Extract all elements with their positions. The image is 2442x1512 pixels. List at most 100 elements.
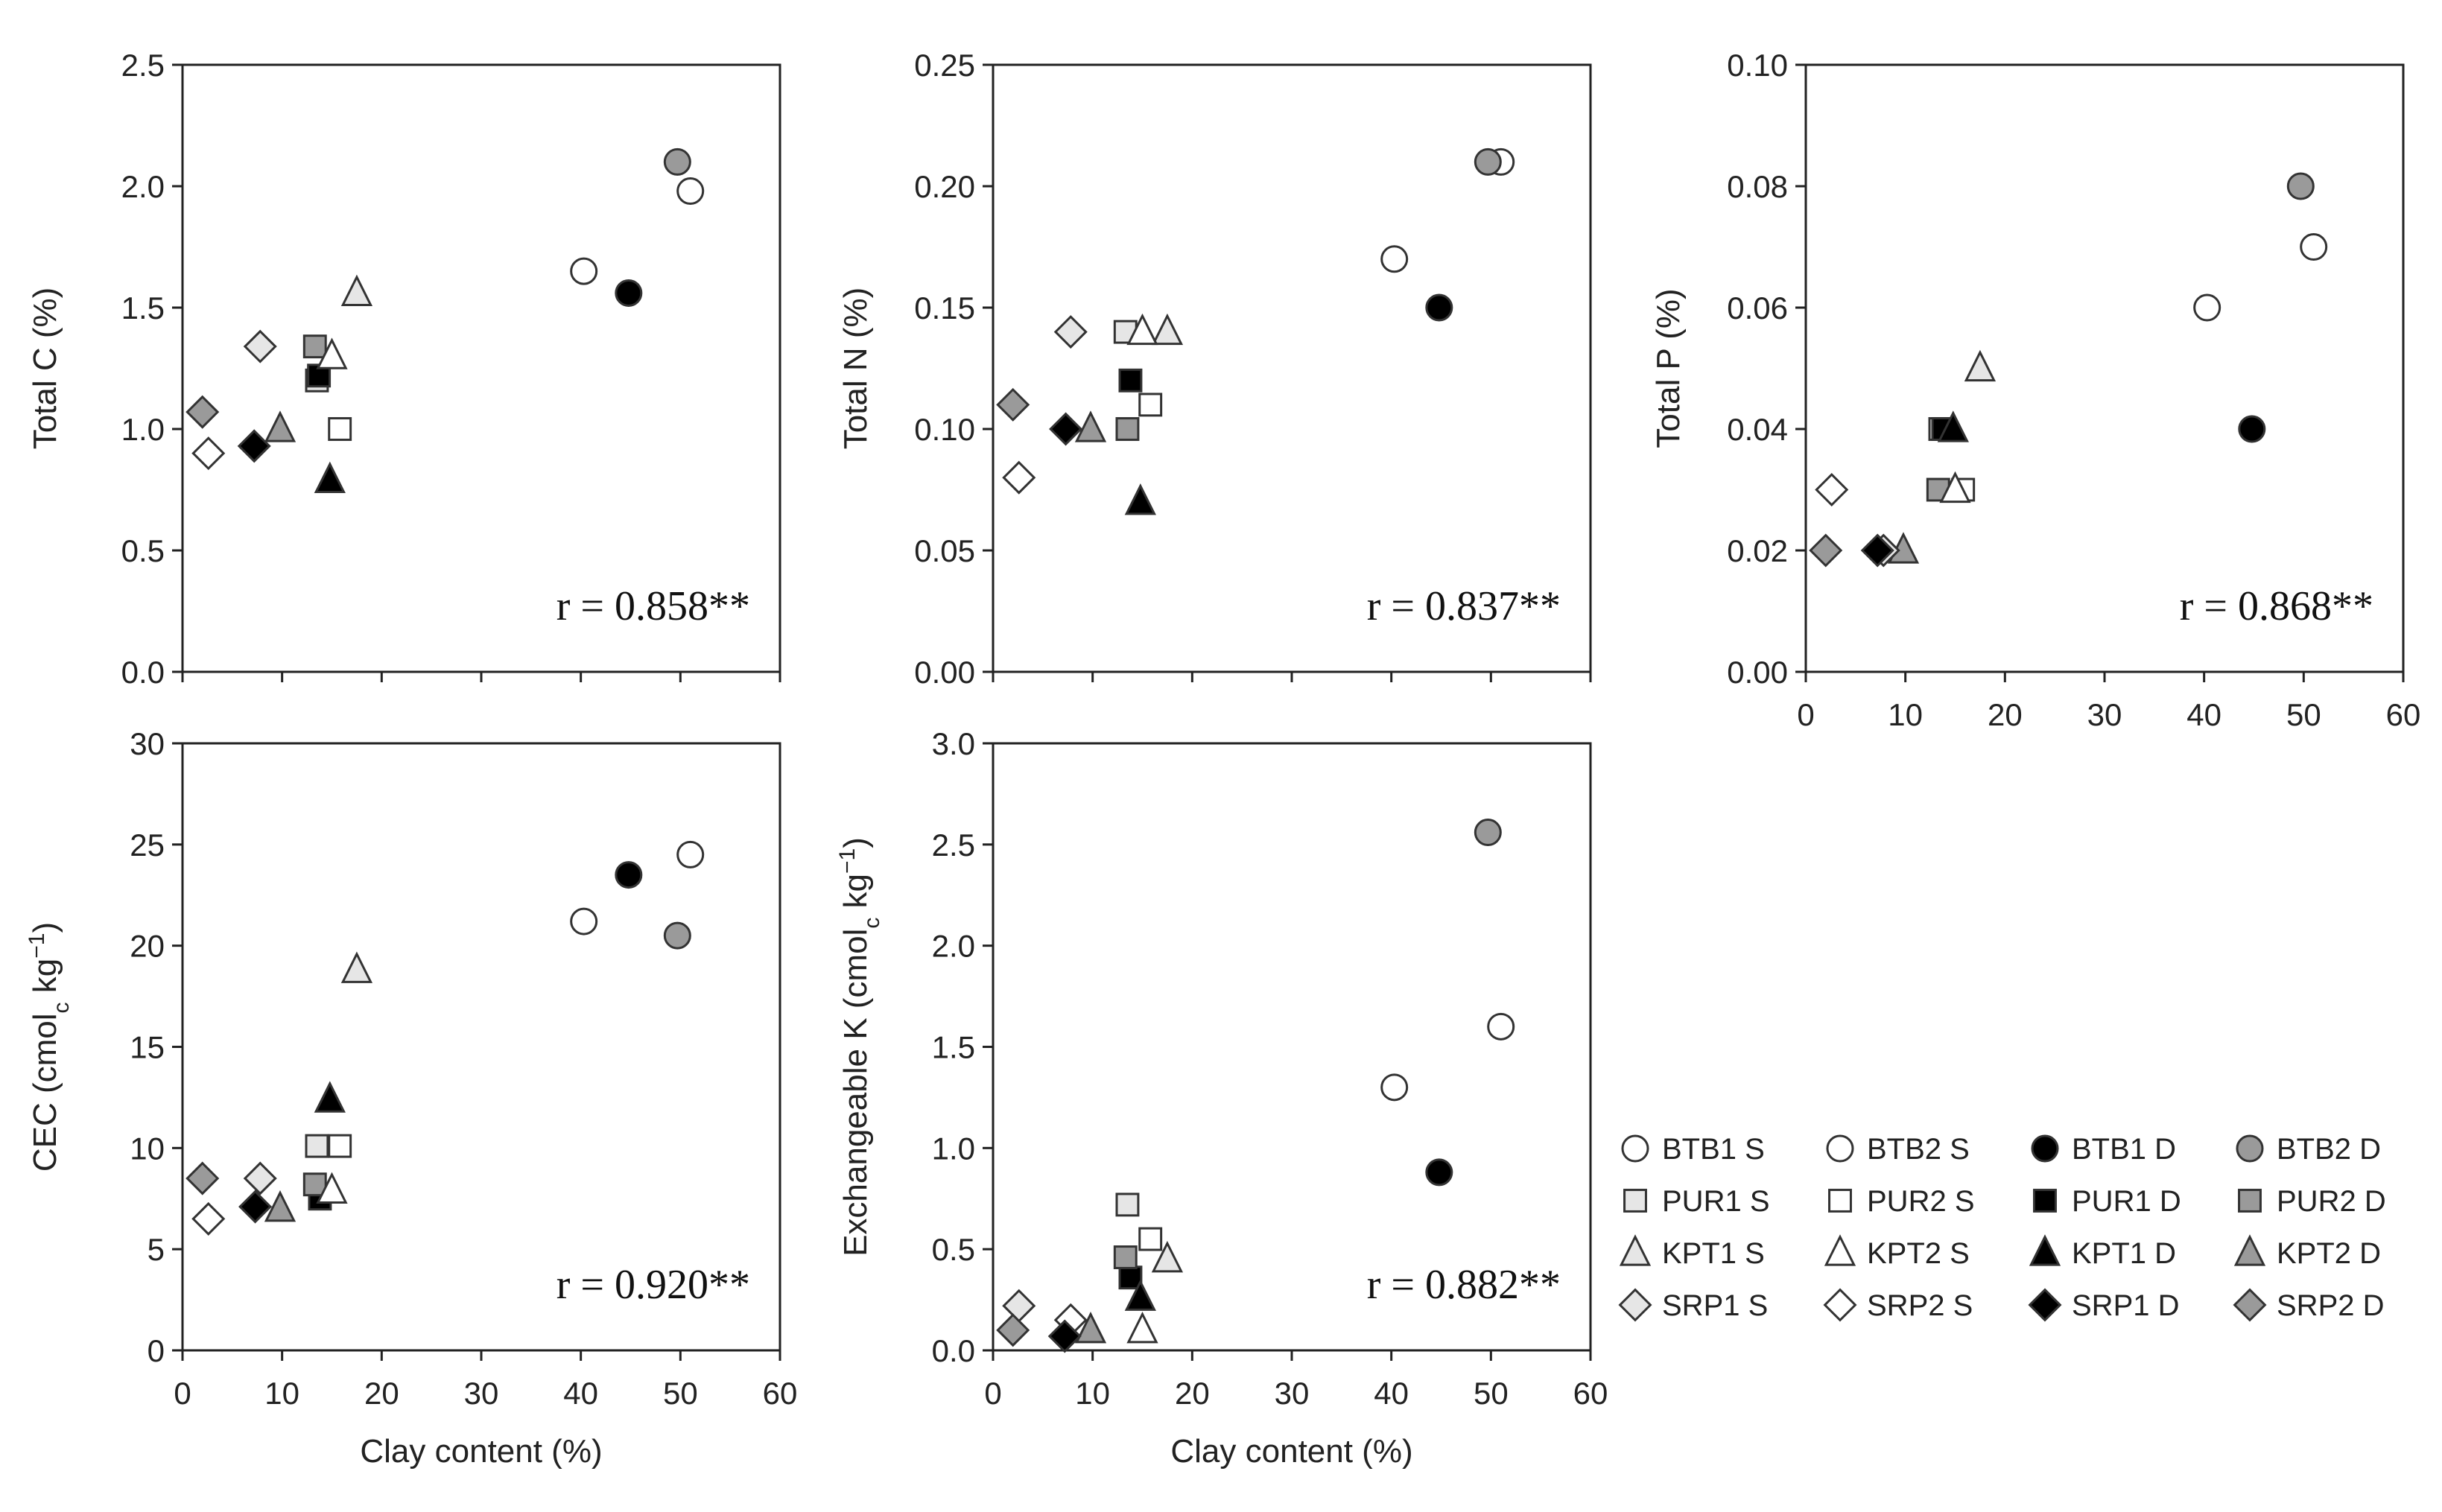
legend-item-pur1-s: PUR1 S bbox=[1623, 1185, 1770, 1218]
legend-item-btb1-d: BTB1 D bbox=[2031, 1133, 2176, 1166]
legend-marker bbox=[2028, 1288, 2062, 1322]
data-point-kpt2-d bbox=[1074, 1312, 1107, 1344]
y-axis-title: Total C (%) bbox=[27, 288, 63, 450]
correlation-label: r = 0.920** bbox=[556, 1262, 750, 1308]
data-point-btb1-d bbox=[2238, 415, 2266, 443]
data-point-btb1-s bbox=[1380, 1073, 1409, 1102]
data-point-kpt1-s bbox=[340, 951, 373, 983]
y-tick-label: 2.0 bbox=[932, 929, 975, 964]
data-point-btb2-d bbox=[663, 147, 691, 176]
legend-item-btb2-d: BTB2 D bbox=[2236, 1133, 2381, 1166]
correlation-label: r = 0.882** bbox=[1367, 1262, 1561, 1308]
data-point-btb1-s bbox=[2193, 293, 2221, 322]
x-axis-title: Clay content (%) bbox=[1170, 1433, 1412, 1470]
data-point-btb1-s bbox=[570, 907, 598, 936]
y-axis-title: Exchangeable K (cmolc kg−1) bbox=[835, 837, 884, 1257]
data-point-kpt2-d bbox=[264, 1190, 296, 1222]
legend-marker bbox=[2236, 1134, 2264, 1163]
y-tick-label: 5 bbox=[148, 1232, 165, 1267]
x-tick-label: 60 bbox=[1573, 1376, 1608, 1411]
y-tick-label: 0.0 bbox=[932, 1333, 975, 1368]
y-tick-label: 0.00 bbox=[914, 655, 975, 690]
y-tick-label: 3.0 bbox=[932, 726, 975, 761]
data-point-pur2-s bbox=[1138, 393, 1163, 417]
legend-marker bbox=[2029, 1234, 2061, 1266]
x-axis-title: Clay content (%) bbox=[360, 1433, 602, 1470]
x-tick-label: 0 bbox=[174, 1376, 191, 1411]
y-tick-label: 0.08 bbox=[1727, 169, 1788, 204]
y-tick-label: 30 bbox=[130, 726, 165, 761]
y-axis-title: Total N (%) bbox=[837, 288, 874, 450]
data-point-kpt1-d bbox=[314, 461, 346, 494]
legend-label: PUR1 S bbox=[1662, 1185, 1770, 1218]
legend-label: KPT2 S bbox=[1867, 1237, 1970, 1270]
y-tick-label: 1.0 bbox=[121, 412, 165, 447]
data-point-pur2-d bbox=[1113, 1245, 1138, 1269]
x-tick-label: 20 bbox=[1175, 1376, 1210, 1411]
legend-item-srp2-s: SRP2 S bbox=[1823, 1288, 1973, 1322]
data-point-srp1-s bbox=[1053, 315, 1088, 349]
y-axis-title: Total P (%) bbox=[1650, 288, 1687, 448]
x-tick-label: 0 bbox=[1797, 697, 1814, 732]
y-tick-label: 0.06 bbox=[1727, 290, 1788, 325]
data-point-kpt1-s bbox=[1964, 349, 1997, 382]
x-tick-label: 10 bbox=[264, 1376, 299, 1411]
data-point-srp1-s bbox=[243, 1161, 277, 1195]
legend-item-btb2-s: BTB2 S bbox=[1826, 1133, 1970, 1166]
y-tick-label: 0.5 bbox=[121, 533, 165, 568]
y-tick-label: 1.5 bbox=[121, 290, 165, 325]
data-point-pur2-s bbox=[328, 1134, 352, 1158]
legend-label: SRP1 D bbox=[2072, 1289, 2180, 1322]
data-point-btb1-s bbox=[570, 257, 598, 285]
legend-marker bbox=[2233, 1288, 2267, 1322]
data-point-srp2-s bbox=[191, 436, 226, 471]
legend-marker bbox=[1828, 1189, 1852, 1213]
data-point-btb2-s bbox=[2300, 233, 2328, 261]
panel-total-p: 0.00 0.02 0.04 0.06 0.08 0.10 0 10 20 30 40 50 60 Tot… bbox=[1650, 48, 2420, 732]
x-tick-label: 50 bbox=[663, 1376, 698, 1411]
legend-item-pur2-d: PUR2 D bbox=[2238, 1185, 2386, 1218]
data-point-pur2-d bbox=[1115, 417, 1140, 441]
data-point-pur2-s bbox=[328, 417, 352, 441]
data-point-srp1-d bbox=[1860, 533, 1894, 568]
y-tick-label: 2.5 bbox=[932, 828, 975, 863]
panel-exch-k: 0.0 0.5 1.0 1.5 2.0 2.5 3.0 0 10 20 30 40 50 60 Clay c… bbox=[835, 726, 1608, 1470]
legend-item-srp1-s: SRP1 S bbox=[1618, 1288, 1768, 1322]
legend-marker bbox=[2238, 1189, 2262, 1213]
data-point-kpt2-d bbox=[1074, 410, 1107, 442]
legend-marker bbox=[1826, 1134, 1854, 1163]
x-tick-label: 20 bbox=[1988, 697, 2023, 732]
legend-item-srp2-d: SRP2 D bbox=[2233, 1288, 2385, 1322]
legend-item-pur1-d: PUR1 D bbox=[2033, 1185, 2181, 1218]
x-tick-label: 10 bbox=[1075, 1376, 1110, 1411]
data-point-srp2-s bbox=[1815, 472, 1849, 507]
data-point-srp2-d bbox=[1809, 533, 1843, 568]
y-tick-label: 0.05 bbox=[914, 533, 975, 568]
x-tick-label: 60 bbox=[2386, 697, 2421, 732]
data-point-btb1-d bbox=[615, 279, 643, 307]
legend-label: BTB1 S bbox=[1662, 1133, 1765, 1166]
data-point-kpt1-s bbox=[340, 274, 373, 307]
legend-marker bbox=[1619, 1234, 1652, 1266]
y-tick-label: 0.15 bbox=[914, 290, 975, 325]
y-tick-label: 20 bbox=[130, 929, 165, 964]
legend-label: SRP1 S bbox=[1662, 1289, 1768, 1322]
y-tick-label: 0.25 bbox=[914, 48, 975, 83]
y-tick-label: 0.0 bbox=[121, 655, 165, 690]
y-tick-label: 0.02 bbox=[1727, 533, 1788, 568]
legend-marker bbox=[2031, 1134, 2059, 1163]
legend-item-kpt1-d: KPT1 D bbox=[2029, 1234, 2176, 1270]
y-tick-label: 15 bbox=[130, 1030, 165, 1065]
y-tick-label: 0.00 bbox=[1727, 655, 1788, 690]
data-point-btb2-d bbox=[1474, 819, 1502, 847]
legend-item-kpt1-s: KPT1 S bbox=[1619, 1234, 1765, 1270]
panels: 0.0 0.5 1.0 1.5 2.0 2.5 Total C (%) r = 0.858**… bbox=[25, 48, 2421, 1470]
data-point-pur1-s bbox=[305, 1134, 329, 1158]
legend-label: SRP2 D bbox=[2277, 1289, 2385, 1322]
correlation-label: r = 0.868** bbox=[2180, 583, 2373, 629]
y-tick-label: 1.0 bbox=[932, 1131, 975, 1166]
data-point-srp2-d bbox=[996, 1313, 1030, 1347]
data-point-btb1-d bbox=[1425, 1158, 1453, 1187]
x-tick-label: 40 bbox=[563, 1376, 598, 1411]
